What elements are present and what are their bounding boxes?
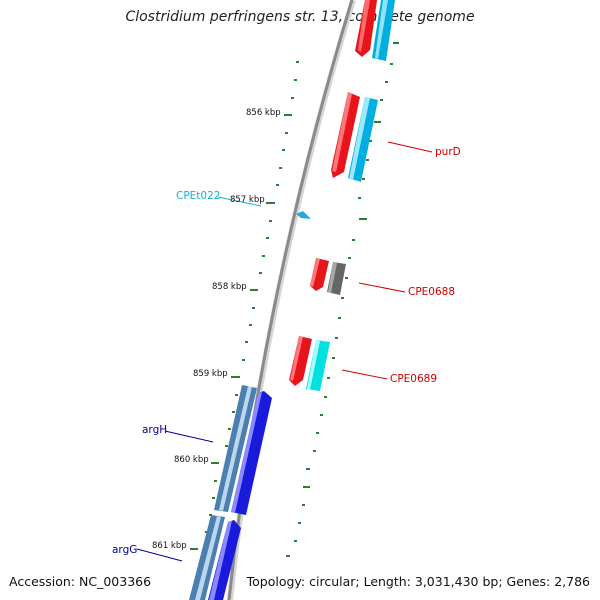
kbp-tick-label: 860 kbp <box>174 455 209 465</box>
kbp-tick-label: 861 kbp <box>152 541 187 551</box>
gene-CPE0688-partner[interactable] <box>327 262 346 295</box>
accession-label: Accession: NC_003366 <box>9 574 152 589</box>
gene-CPEt022[interactable] <box>296 211 311 219</box>
gene-label-argG[interactable]: argG <box>112 544 137 556</box>
kbp-tick-label: 859 kbp <box>193 369 228 379</box>
gene-label-argH[interactable]: argH <box>142 424 167 436</box>
gene-purD-partner[interactable] <box>348 97 378 182</box>
genome-backbone-core <box>227 0 354 600</box>
gene-label-purD[interactable]: purD <box>435 146 461 158</box>
kbp-tick-label: 858 kbp <box>212 282 247 292</box>
gene-argH-partner[interactable] <box>231 391 272 515</box>
label-connectors <box>136 141 433 562</box>
tick-marks-right <box>286 42 399 557</box>
gene-top-cyan[interactable] <box>372 0 395 61</box>
gene-label-CPEt022[interactable]: CPEt022 <box>176 190 220 202</box>
gene-argH[interactable] <box>214 385 257 512</box>
gene-argG[interactable] <box>189 515 225 600</box>
gene-CPE0689-partner[interactable] <box>306 340 330 391</box>
kbp-tick-label: 857 kbp <box>230 195 265 205</box>
genome-summary: Topology: circular; Length: 3,031,430 bp… <box>246 574 590 589</box>
gene-purD[interactable] <box>331 92 360 178</box>
kbp-tick-label: 856 kbp <box>246 108 281 118</box>
tick-marks-left <box>190 61 299 550</box>
gene-CPE0689[interactable] <box>289 336 312 386</box>
gene-top-red[interactable] <box>355 0 377 57</box>
gene-CPE0688[interactable] <box>310 258 329 291</box>
genome-backbone <box>227 0 356 600</box>
gene-label-CPE0688[interactable]: CPE0688 <box>408 286 455 298</box>
gene-argG-partner[interactable] <box>208 520 241 600</box>
gene-label-CPE0689[interactable]: CPE0689 <box>390 373 437 385</box>
